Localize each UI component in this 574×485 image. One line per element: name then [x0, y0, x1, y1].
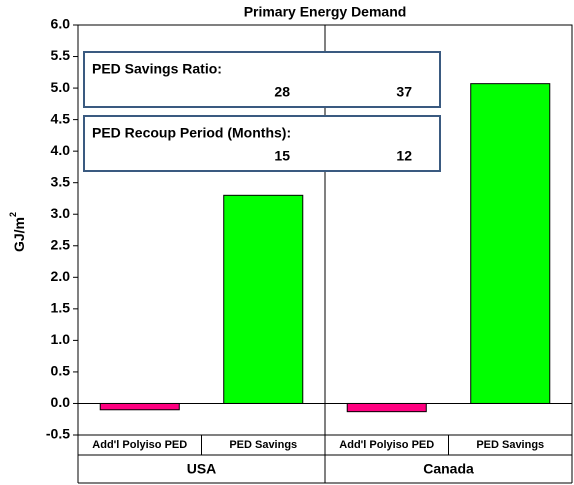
bar — [470, 83, 551, 404]
y-tick-label: 1.5 — [51, 300, 71, 316]
y-axis-label-superscript: 2 — [8, 212, 18, 217]
y-tick-label: -0.5 — [46, 426, 70, 442]
bar — [99, 402, 180, 411]
y-tick-label: 5.5 — [51, 47, 71, 63]
annotation-value: 37 — [396, 84, 412, 100]
y-tick-label: 2.5 — [51, 236, 71, 252]
group-label: Canada — [423, 461, 474, 477]
chart-title: Primary Energy Demand — [244, 4, 407, 20]
x-tick-label: Add'l Polyiso PED — [92, 439, 187, 451]
bar — [223, 194, 304, 404]
x-tick-label: PED Savings — [476, 439, 544, 451]
plot-frame — [77, 24, 573, 436]
annotation-label: PED Savings Ratio: — [92, 61, 222, 77]
x-tick-label: Add'l Polyiso PED — [339, 439, 434, 451]
y-axis-label-text: GJ/m — [11, 217, 27, 252]
y-tick-label: 3.0 — [51, 205, 71, 221]
y-tick-label: 0.5 — [51, 363, 71, 379]
y-tick-label: 5.0 — [51, 79, 71, 95]
x-tick-label: PED Savings — [229, 439, 297, 451]
y-tick-label: 4.0 — [51, 142, 71, 158]
annotation-value: 28 — [274, 84, 290, 100]
y-tick-label: 3.5 — [51, 173, 71, 189]
y-tick-label: 2.0 — [51, 268, 71, 284]
y-axis-label: GJ/m2 — [8, 212, 26, 252]
annotation-label: PED Recoup Period (Months): — [92, 125, 291, 141]
y-tick-label: 6.0 — [51, 16, 71, 32]
annotation-value: 15 — [274, 148, 290, 164]
annotation-box — [83, 115, 441, 172]
bar — [346, 402, 427, 413]
y-tick-label: 4.5 — [51, 110, 71, 126]
annotation-value: 12 — [396, 148, 412, 164]
annotation-box — [83, 51, 441, 108]
group-label: USA — [187, 461, 217, 477]
y-tick-label: 1.0 — [51, 331, 71, 347]
y-tick-label: 0.0 — [51, 394, 71, 410]
